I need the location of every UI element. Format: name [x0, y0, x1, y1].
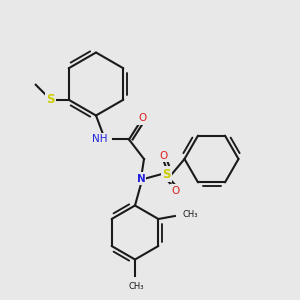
Text: O: O [171, 185, 180, 196]
Text: CH₃: CH₃ [129, 282, 144, 291]
Text: S: S [46, 93, 55, 106]
Text: NH: NH [92, 134, 107, 145]
Text: O: O [138, 113, 147, 124]
Text: N: N [136, 173, 146, 184]
Text: S: S [162, 167, 171, 181]
Text: O: O [159, 151, 168, 161]
Text: CH₃: CH₃ [182, 210, 198, 219]
